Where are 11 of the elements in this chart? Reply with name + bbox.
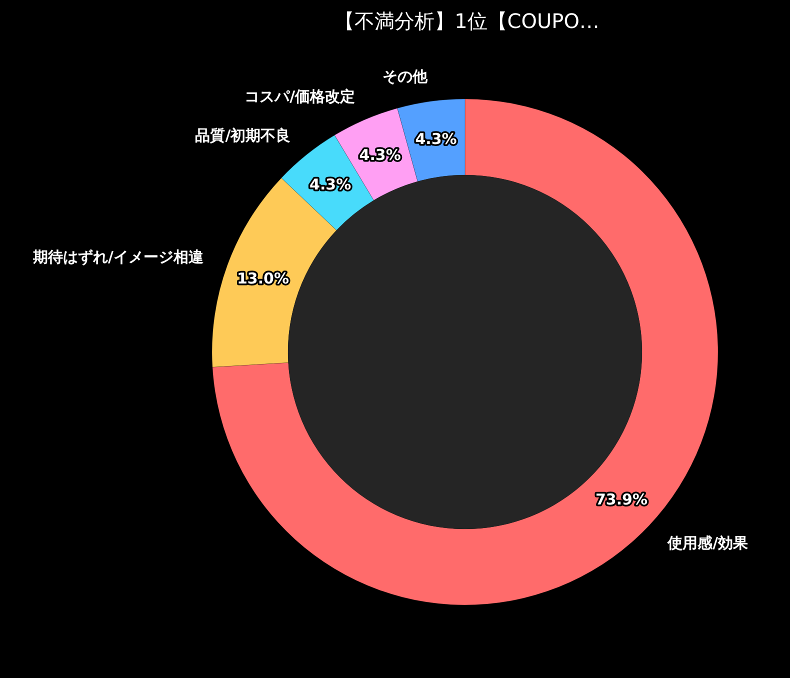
- data-label: 4.3%: [310, 176, 352, 194]
- slice-label: 期待はずれ/イメージ相違: [32, 248, 205, 266]
- data-label: 4.3%: [415, 130, 457, 148]
- chart-title: 【不満分析】1位【COUPO…: [334, 9, 600, 33]
- slice-label: その他: [382, 67, 428, 86]
- slice-label: コスパ/価格改定: [244, 88, 356, 106]
- data-label: 73.9%: [595, 490, 648, 509]
- slice-label: 品質/初期不良: [195, 126, 291, 144]
- slice-label: 使用感/効果: [666, 534, 750, 552]
- data-label: 4.3%: [359, 146, 401, 164]
- data-label: 13.0%: [236, 270, 290, 288]
